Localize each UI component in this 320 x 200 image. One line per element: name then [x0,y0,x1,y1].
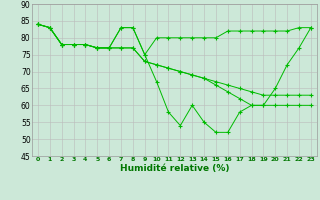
X-axis label: Humidité relative (%): Humidité relative (%) [120,164,229,173]
